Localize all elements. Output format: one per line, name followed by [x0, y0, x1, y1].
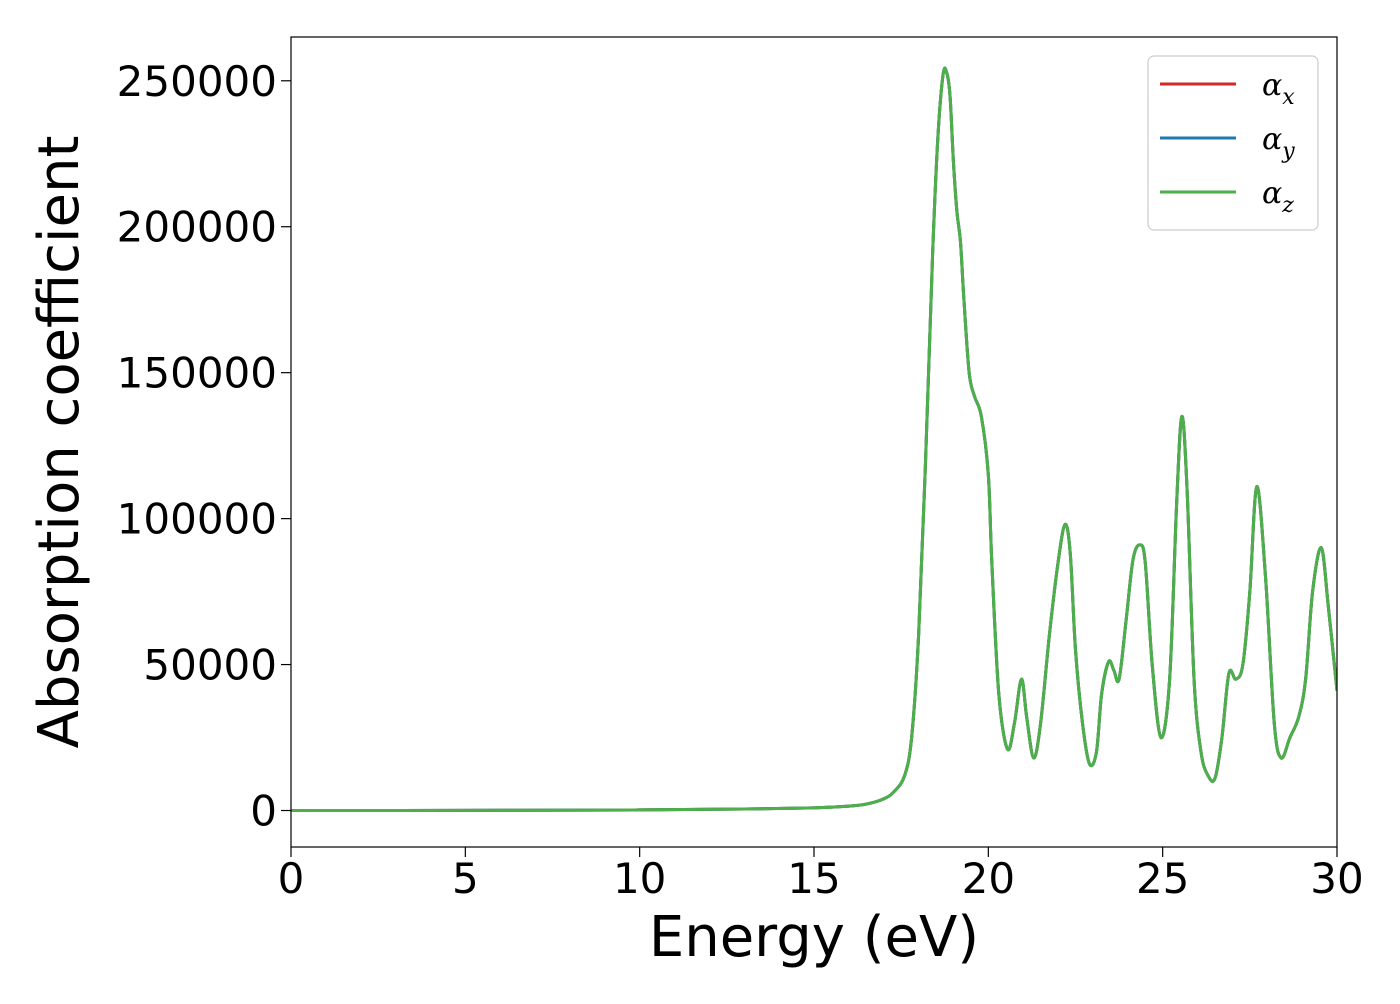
x-axis-label: Energy (eV) [649, 905, 979, 970]
legend-entry-subscript: x [1282, 85, 1295, 110]
x-tick-label: 30 [1310, 854, 1363, 903]
y-tick-label: 250000 [117, 57, 277, 106]
legend-entry-label: αx [1262, 68, 1295, 110]
legend-entry-symbol: α [1262, 68, 1282, 103]
y-axis-label: Absorption coefficient [27, 136, 92, 749]
series-layer [291, 66, 1337, 813]
legend-entry-symbol: α [1262, 122, 1282, 157]
x-tick-label: 10 [613, 854, 666, 903]
x-tick-label: 20 [962, 854, 1015, 903]
legend-box [1147, 55, 1319, 231]
x-tick-label: 15 [787, 854, 840, 903]
series-line-z [291, 66, 1337, 813]
legend-entry-symbol: α [1262, 176, 1282, 211]
y-tick-label: 200000 [117, 203, 277, 252]
legend-entry-subscript: z [1281, 193, 1294, 218]
x-tick-label: 5 [452, 854, 479, 903]
y-tick-label: 0 [250, 787, 277, 836]
y-tick-label: 100000 [117, 495, 277, 544]
x-tick-label: 0 [278, 854, 305, 903]
y-tick-label: 150000 [117, 349, 277, 398]
legend-entry-label: αy [1262, 122, 1295, 164]
x-axis: 0 5 10 15 20 25 30 [278, 847, 1364, 903]
y-axis: 0 50000 100000 150000 200000 250000 [117, 57, 291, 836]
y-tick-label: 50000 [143, 641, 277, 690]
legend-entry-subscript: y [1281, 139, 1295, 164]
x-tick-label: 25 [1136, 854, 1189, 903]
legend-entry-label: αz [1262, 176, 1294, 218]
